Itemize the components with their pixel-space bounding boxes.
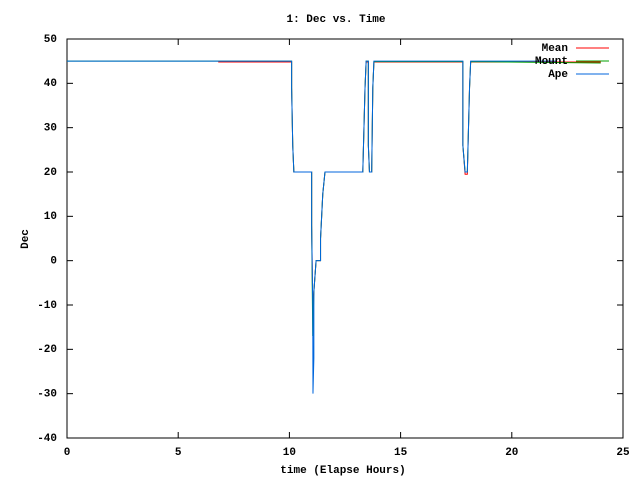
y-tick-label: -40 [37, 433, 57, 445]
y-tick-label: 50 [44, 34, 57, 46]
y-tick-label: -10 [37, 300, 57, 312]
series-line [218, 61, 601, 306]
y-tick-label: 20 [44, 167, 57, 179]
x-tick-label: 15 [394, 447, 408, 459]
series-line [67, 60, 557, 394]
x-tick-label: 25 [616, 447, 630, 459]
x-tick-label: 20 [505, 447, 518, 459]
chart-title: 1: Dec vs. Time [286, 14, 385, 26]
x-tick-label: 5 [175, 447, 182, 459]
y-tick-label: 30 [44, 123, 57, 135]
plot-border [66, 38, 624, 439]
legend-label: Mean [542, 43, 568, 55]
legend-label: Ape [548, 69, 568, 81]
series-line [67, 60, 601, 337]
x-tick-label: 0 [64, 447, 71, 459]
y-tick-label: -30 [37, 389, 57, 401]
y-tick-label: 10 [44, 211, 57, 223]
legend-label: Mount [535, 56, 568, 68]
x-tick-label: 10 [283, 447, 296, 459]
y-tick-label: 40 [44, 78, 57, 90]
y-axis-label: Dec [20, 229, 32, 249]
x-axis-label: time (Elapse Hours) [280, 465, 405, 477]
y-tick-label: 0 [50, 256, 57, 268]
y-tick-label: -20 [37, 344, 57, 356]
